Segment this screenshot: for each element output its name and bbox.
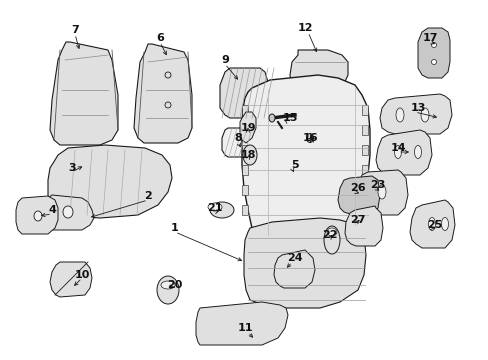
Polygon shape bbox=[50, 262, 92, 297]
Ellipse shape bbox=[268, 114, 274, 122]
Polygon shape bbox=[42, 195, 94, 230]
Text: 27: 27 bbox=[349, 215, 365, 225]
Polygon shape bbox=[375, 130, 431, 175]
Ellipse shape bbox=[430, 59, 436, 64]
Text: 5: 5 bbox=[290, 160, 298, 170]
Ellipse shape bbox=[63, 206, 73, 218]
Text: 14: 14 bbox=[389, 143, 405, 153]
Polygon shape bbox=[242, 165, 247, 175]
Ellipse shape bbox=[326, 228, 336, 236]
Text: 21: 21 bbox=[207, 203, 223, 213]
Text: 16: 16 bbox=[302, 133, 317, 143]
Text: 19: 19 bbox=[240, 123, 255, 133]
Polygon shape bbox=[289, 50, 347, 95]
Polygon shape bbox=[242, 75, 369, 242]
Text: 11: 11 bbox=[237, 323, 252, 333]
Polygon shape bbox=[355, 170, 407, 215]
Polygon shape bbox=[220, 68, 267, 118]
Polygon shape bbox=[242, 205, 247, 215]
Ellipse shape bbox=[414, 145, 421, 158]
Ellipse shape bbox=[34, 211, 42, 221]
Polygon shape bbox=[361, 145, 367, 155]
Polygon shape bbox=[337, 176, 379, 214]
Ellipse shape bbox=[394, 145, 401, 158]
Text: 10: 10 bbox=[74, 270, 89, 280]
Polygon shape bbox=[222, 128, 258, 157]
Ellipse shape bbox=[377, 185, 385, 199]
Text: 7: 7 bbox=[71, 25, 79, 35]
Polygon shape bbox=[361, 165, 367, 175]
Text: 17: 17 bbox=[421, 33, 437, 43]
Ellipse shape bbox=[306, 134, 313, 143]
Text: 13: 13 bbox=[409, 103, 425, 113]
Polygon shape bbox=[134, 44, 192, 143]
Text: 12: 12 bbox=[297, 23, 312, 33]
Text: 26: 26 bbox=[349, 183, 365, 193]
Polygon shape bbox=[196, 302, 287, 345]
Text: 8: 8 bbox=[234, 133, 242, 143]
Polygon shape bbox=[361, 125, 367, 135]
Ellipse shape bbox=[164, 72, 171, 78]
Text: 25: 25 bbox=[427, 220, 442, 230]
Ellipse shape bbox=[324, 226, 339, 254]
Text: 6: 6 bbox=[156, 33, 163, 43]
Polygon shape bbox=[240, 112, 256, 143]
Text: 24: 24 bbox=[286, 253, 302, 263]
Text: 2: 2 bbox=[144, 191, 152, 201]
Text: 1: 1 bbox=[171, 223, 179, 233]
Polygon shape bbox=[244, 218, 365, 308]
Text: 9: 9 bbox=[221, 55, 228, 65]
Ellipse shape bbox=[164, 102, 171, 108]
Polygon shape bbox=[361, 105, 367, 115]
Polygon shape bbox=[242, 105, 247, 115]
Text: 4: 4 bbox=[48, 205, 56, 215]
Polygon shape bbox=[361, 205, 367, 215]
Polygon shape bbox=[242, 125, 247, 135]
Ellipse shape bbox=[441, 217, 447, 230]
Text: 15: 15 bbox=[282, 113, 297, 123]
Polygon shape bbox=[409, 200, 454, 248]
Ellipse shape bbox=[157, 276, 179, 304]
Ellipse shape bbox=[207, 203, 222, 211]
Ellipse shape bbox=[395, 108, 403, 122]
Text: 22: 22 bbox=[322, 230, 337, 240]
Ellipse shape bbox=[427, 217, 435, 230]
Ellipse shape bbox=[430, 42, 436, 48]
Polygon shape bbox=[242, 145, 247, 155]
Polygon shape bbox=[242, 185, 247, 195]
Polygon shape bbox=[16, 196, 58, 234]
Polygon shape bbox=[345, 206, 382, 246]
Text: 18: 18 bbox=[240, 150, 255, 160]
Polygon shape bbox=[379, 94, 451, 134]
Ellipse shape bbox=[243, 145, 257, 165]
Ellipse shape bbox=[420, 108, 428, 122]
Text: 23: 23 bbox=[369, 180, 385, 190]
Ellipse shape bbox=[209, 202, 234, 218]
Polygon shape bbox=[273, 250, 314, 288]
Polygon shape bbox=[361, 185, 367, 195]
Polygon shape bbox=[48, 145, 172, 218]
Polygon shape bbox=[417, 28, 449, 78]
Ellipse shape bbox=[161, 281, 175, 289]
Text: 3: 3 bbox=[68, 163, 76, 173]
Text: 20: 20 bbox=[167, 280, 183, 290]
Polygon shape bbox=[50, 42, 118, 145]
